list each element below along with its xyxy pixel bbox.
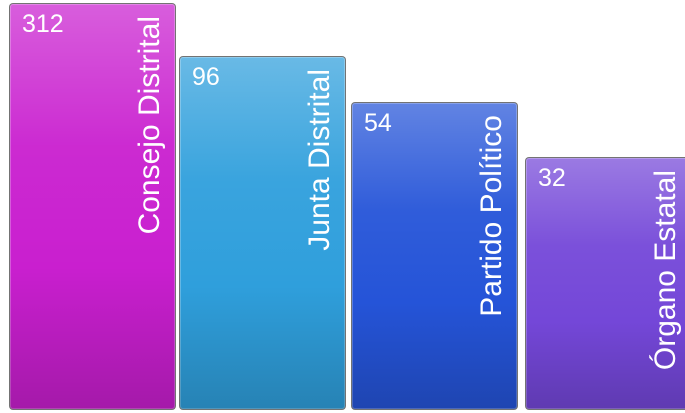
category-label: Órgano Estatal [649, 170, 682, 371]
bar-gloss [180, 57, 345, 409]
bar-partido-político: 54 Partido Político [352, 103, 517, 409]
category-label: Partido Político [475, 115, 508, 317]
value-label: 312 [22, 10, 64, 38]
category-label: Consejo Distrital [133, 16, 166, 235]
bar-junta-distrital: 96 Junta Distrital [180, 57, 345, 409]
bar-gloss [526, 158, 685, 409]
value-label: 96 [192, 63, 220, 91]
chart-title-fragment: ▀ ▀▀ ▀ [254, 0, 374, 6]
value-label: 54 [364, 109, 392, 137]
bar-gloss [352, 103, 517, 409]
bar-órgano-estatal: 32 Órgano Estatal [526, 158, 685, 409]
category-label: Junta Distrital [303, 69, 336, 251]
value-label: 32 [538, 164, 566, 192]
bar-gloss [10, 4, 175, 409]
bar-consejo-distrital: 312 Consejo Distrital [10, 4, 175, 409]
